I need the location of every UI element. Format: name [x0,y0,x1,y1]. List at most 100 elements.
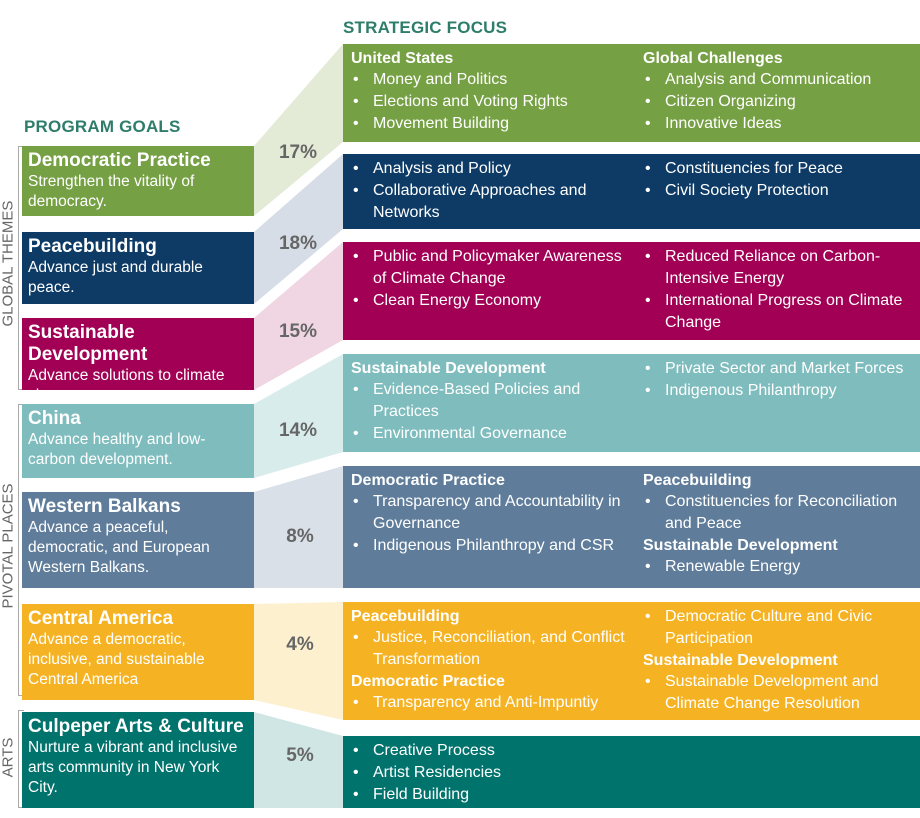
focus-item-text: Transparency and Anti-Impuntiy [373,694,599,711]
focus-item: • Justice, Reconciliation, and Conflict T… [351,627,631,671]
focus-item: • Private Sector and Market Forces [643,358,915,380]
focus-item-text: Money and Politics [373,71,508,88]
focus-sustainable-development: • Public and Policymaker Awareness of Cli… [343,242,920,340]
focus-item-text: Movement Building [373,115,510,132]
funnel-segment-arts [254,712,343,808]
focus-subheading: Sustainable Development [351,360,546,377]
focus-item-text: International Progress on Climate Change [665,292,903,331]
focus-item: • Constituencies for Peace [643,158,915,180]
focus-item: • Artist Residencies [351,762,631,784]
focus-item: • Democratic Culture and Civic Participat… [643,606,915,650]
goal-title: Peacebuilding [28,236,157,257]
bullet-icon: • [353,115,359,132]
focus-item-text: Elections and Voting Rights [373,93,568,110]
focus-column-right: • Reduced Reliance on Carbon-Intensive En… [643,246,915,334]
focus-item: • Reduced Reliance on Carbon-Intensive En… [643,246,915,290]
focus-item-text: Private Sector and Market Forces [665,360,904,377]
focus-subheading: Sustainable Development [643,537,838,554]
bullet-icon: • [353,182,359,199]
goal-description: Advance healthy and low-carbon developme… [28,431,206,468]
focus-item: • Elections and Voting Rights [351,91,631,113]
focus-item: • Clean Energy Economy [351,290,631,312]
goal-culpeper-arts-culture: Culpeper Arts & Culture Nurture a vibran… [22,712,254,808]
focus-item-text: Analysis and Communication [665,71,872,88]
focus-western-balkans: Democratic Practice • Transparency and Acc… [343,466,920,588]
focus-item-text: Civil Society Protection [665,182,829,199]
focus-column-left: • Public and Policymaker Awareness of Cli… [351,246,631,312]
focus-item-text: Reduced Reliance on Carbon-Intensive Ene… [665,248,881,287]
funnel-segment-peacebuilding [254,154,343,304]
goal-description: Advance a democratic, inclusive, and sus… [28,631,205,688]
bullet-icon: • [645,248,651,265]
focus-item: • Analysis and Policy [351,158,631,180]
focus-central-america: Peacebuilding • Justice, Reconciliation, a… [343,602,920,720]
focus-column-right: • Constituencies for Peace • Civil Society … [643,158,915,202]
goal-title: China [28,408,81,429]
focus-column-left: Peacebuilding • Justice, Reconciliation, a… [351,606,631,714]
focus-democratic-practice: United States • Money and Politics • Electio… [343,44,920,142]
percent-peacebuilding: 18% [278,233,318,254]
focus-subheading: United States [351,50,454,67]
bullet-icon: • [353,629,359,646]
focus-item: • Renewable Energy [643,556,915,578]
focus-subheading: Democratic Practice [351,472,505,489]
focus-item: • Transparency and Anti-Impuntiy [351,692,631,714]
focus-item: • Public and Policymaker Awareness of Cli… [351,246,631,290]
focus-column-left: Democratic Practice • Transparency and Acc… [351,470,631,557]
focus-item-text: Constituencies for Peace [665,160,843,177]
bullet-icon: • [353,764,359,781]
focus-subheading: Peacebuilding [351,608,460,625]
focus-column-left: United States • Money and Politics • Electio… [351,48,631,135]
global-themes-bracket [18,146,24,390]
focus-column-left: Sustainable Development • Evidence-Based P… [351,358,631,445]
focus-item-text: Public and Policymaker Awareness of Clim… [373,248,622,287]
arts-label: ARTS [0,737,17,778]
percent-democratic-practice: 17% [278,142,318,163]
goal-description: Strengthen the vitality of democracy. [28,173,195,210]
bullet-icon: • [353,160,359,177]
focus-item: • Analysis and Communication [643,69,915,91]
focus-item-text: Artist Residencies [373,764,502,781]
focus-item: • Constituencies for Reconciliation and P… [643,491,915,535]
focus-subheading: Democratic Practice [351,673,505,690]
bullet-icon: • [353,381,359,398]
focus-column-right: Peacebuilding • Constituencies for Reconci… [643,470,915,578]
bullet-icon: • [645,115,651,132]
arts-bracket [18,710,24,808]
global-themes-label: GLOBAL THEMES [0,200,17,327]
focus-subheading: Global Challenges [643,50,783,67]
funnel-segment-democratic-practice [254,44,343,216]
focus-item-text: Evidence-Based Policies and Practices [373,381,581,420]
focus-item-text: Innovative Ideas [665,115,782,132]
focus-column-right: Global Challenges • Analysis and Communica… [643,48,915,135]
funnel-segment-sustainable-development [254,242,343,390]
percent-central-america: 4% [286,634,314,655]
focus-item-text: Clean Energy Economy [373,292,542,309]
focus-item-text: Citizen Organizing [665,93,796,110]
goal-title: Western Balkans [28,496,181,517]
focus-china: Sustainable Development • Evidence-Based P… [343,354,920,452]
goal-title: Sustainable Development [28,322,148,365]
focus-item: • Collaborative Approaches and Networks [351,180,631,224]
focus-item-text: Creative Process [373,742,495,759]
focus-item-text: Sustainable Development and Climate Chan… [665,673,879,712]
goal-western-balkans: Western Balkans Advance a peaceful, demo… [22,492,254,588]
bullet-icon: • [645,160,651,177]
goal-description: Advance just and durable peace. [28,259,203,296]
bullet-icon: • [353,537,359,554]
focus-subheading: Peacebuilding [643,472,752,489]
focus-item-text: Analysis and Policy [373,160,511,177]
funnel-segment-central-america [254,602,343,720]
bullet-icon: • [353,71,359,88]
focus-item: • Sustainable Development and Climate Cha… [643,671,915,715]
percent-western-balkans: 8% [286,526,314,547]
bullet-icon: • [353,292,359,309]
focus-column-right: • Democratic Culture and Civic Participat… [643,606,915,715]
focus-item-text: Constituencies for Reconciliation and Pe… [665,493,898,532]
bullet-icon: • [645,93,651,110]
focus-peacebuilding: • Analysis and Policy • Collaborative Appro… [343,154,920,229]
focus-item-text: Democratic Culture and Civic Participati… [665,608,873,647]
bullet-icon: • [645,608,651,625]
focus-item-text: Environmental Governance [373,425,567,442]
